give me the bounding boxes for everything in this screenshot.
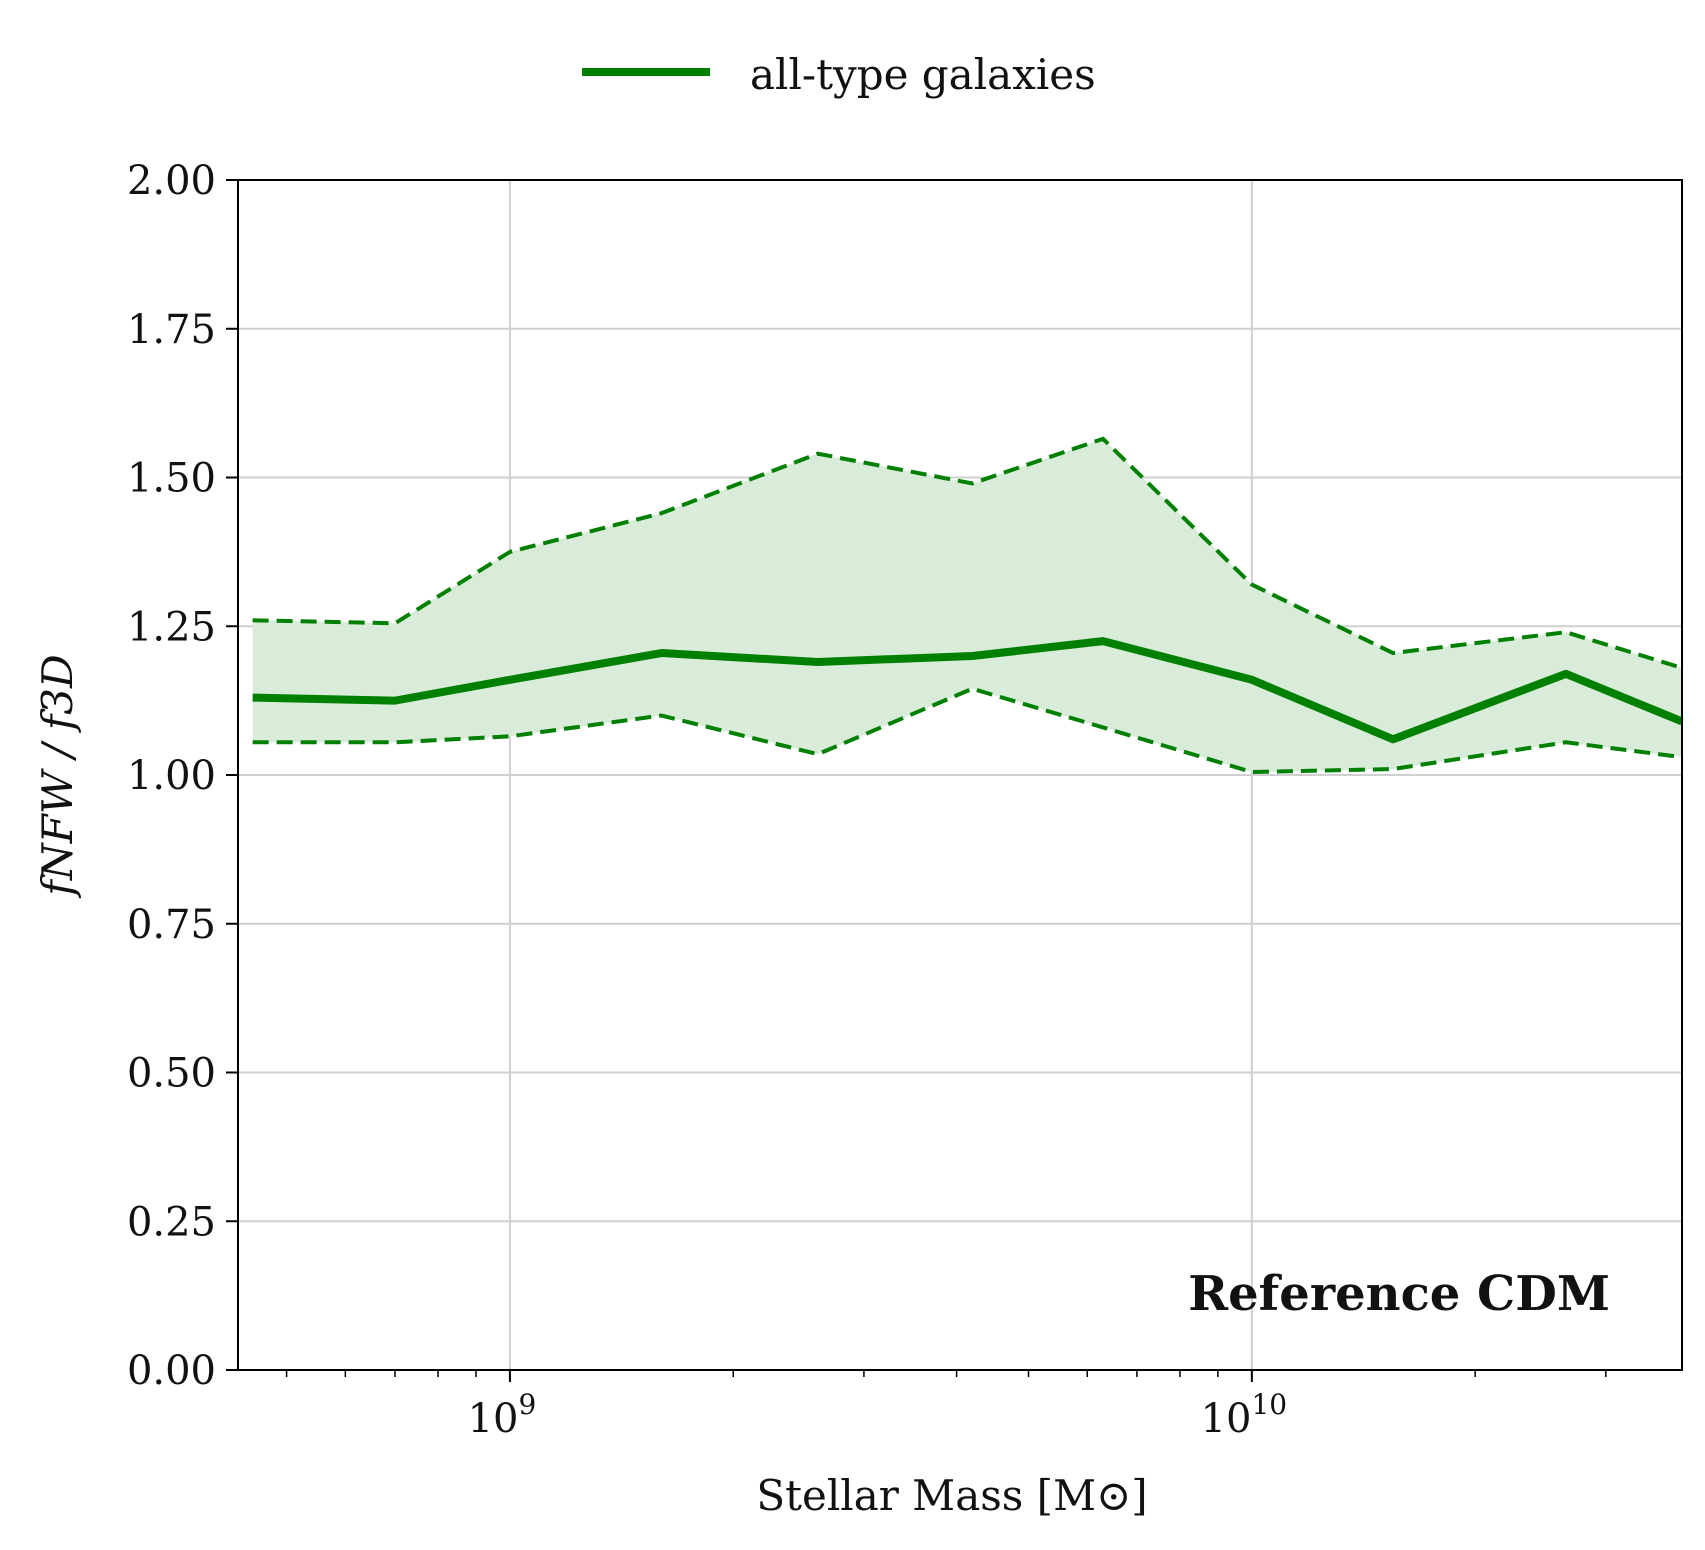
series-group [252, 436, 1684, 775]
y-tick-label: 0.50 [127, 1051, 216, 1097]
annotation: Reference CDM [1188, 1266, 1610, 1322]
y-tick-label: 1.00 [127, 753, 216, 799]
x-axis-label: Stellar Mass [M⊙] [756, 1471, 1147, 1520]
y-tick-label: 0.00 [127, 1348, 216, 1394]
band-area [252, 438, 1682, 773]
legend: all-type galaxies [582, 50, 1096, 99]
x-tick-label: 1010 [1201, 1388, 1288, 1442]
series-upper-dashed [252, 436, 1683, 670]
y-tick-label: 2.00 [127, 158, 216, 204]
y-tick-label: 1.75 [127, 307, 216, 353]
y-axis-label: fNFW / f3D [33, 654, 82, 898]
y-tick-label: 1.50 [127, 456, 216, 502]
y-tick-label: 0.25 [127, 1199, 216, 1245]
band [252, 438, 1682, 773]
legend-label: all-type galaxies [750, 50, 1096, 99]
y-tick-label: 0.75 [127, 902, 216, 948]
x-tick-label: 109 [468, 1388, 537, 1442]
series-all-type-galaxies [252, 637, 1684, 744]
series-lower-dashed [252, 686, 1683, 775]
y-tick-label: 1.25 [127, 604, 216, 650]
ticks: 0.00 0.25 0.50 0.75 1.00 1.25 1.50 1.75 2.00 109 1… [127, 158, 1607, 1442]
grid [238, 179, 1682, 1371]
